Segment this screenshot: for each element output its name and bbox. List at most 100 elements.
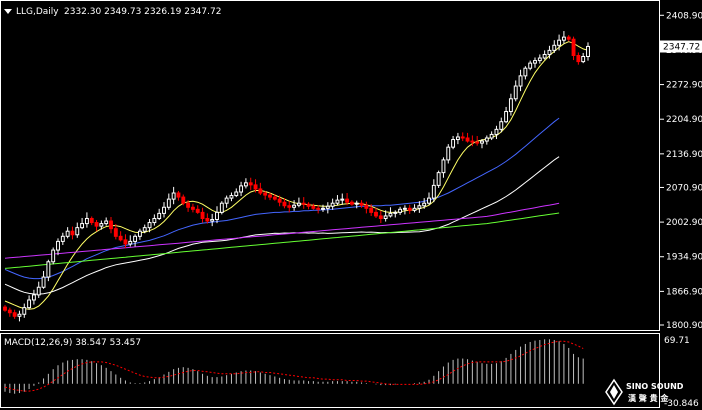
candle-body [65, 230, 70, 237]
candle-body [3, 306, 7, 311]
macd-label: MACD(12,26,9) 38.547 53.457 [4, 338, 141, 348]
candle-body [427, 197, 431, 204]
candle-body [388, 212, 393, 217]
candle-body [7, 309, 12, 314]
candle-body [210, 219, 215, 222]
price-tick-label: 2070.90 [666, 183, 702, 193]
candle-body [296, 202, 301, 206]
candle-body [27, 299, 32, 309]
candle-body [166, 198, 171, 208]
candle-body [12, 312, 17, 317]
candle-body [571, 38, 576, 56]
logo-name: SINO SOUND [626, 382, 684, 391]
candle-body [229, 195, 234, 199]
candle-body [128, 240, 133, 245]
candle-body [118, 235, 123, 241]
candle-body [176, 192, 181, 198]
candle-body [263, 192, 268, 196]
candle-body [349, 201, 354, 205]
candle-body [566, 36, 571, 40]
triangle-down-icon[interactable] [4, 9, 12, 14]
candle-body [104, 220, 109, 225]
candle-body [17, 313, 22, 317]
candle-body [364, 204, 369, 209]
candle-body [561, 36, 566, 41]
candle-body [316, 207, 321, 210]
candle-body [31, 294, 36, 301]
candle-body [407, 207, 412, 211]
candle-body [431, 184, 436, 199]
candle-body [60, 235, 65, 242]
candle-body [412, 207, 417, 211]
candle-body [41, 276, 46, 288]
candle-body [258, 188, 263, 194]
current-price-tag-bg [660, 40, 702, 53]
candle-body [190, 206, 195, 210]
candle-body [94, 222, 99, 227]
candle-body [489, 133, 494, 139]
candle-body [508, 98, 513, 113]
candle-body [513, 85, 518, 100]
current-price-label: 2347.72 [663, 43, 700, 53]
price-tick-label: 2408.90 [666, 11, 702, 21]
candle-body [301, 202, 306, 205]
candle-body [133, 235, 138, 242]
candle-body [234, 191, 239, 197]
price-tick-label: 2272.90 [666, 81, 702, 91]
candle-body [80, 223, 85, 229]
price-tick-label: 1800.90 [666, 321, 702, 331]
candle-body [398, 208, 403, 213]
candle-body [518, 75, 523, 87]
ma-mid-line [4, 117, 560, 280]
candle-body [152, 217, 157, 224]
candle-body [142, 227, 147, 232]
candle-body [465, 137, 470, 142]
candle-body [499, 121, 504, 130]
candle-body [436, 172, 441, 186]
candle-body [253, 184, 258, 190]
diamond-logo-inner-icon [610, 385, 618, 399]
candle-body [460, 136, 465, 139]
candle-body [402, 207, 407, 210]
candle-body [455, 136, 460, 141]
diamond-logo-icon [605, 378, 623, 406]
candle-body [292, 204, 297, 208]
candle-body [200, 211, 205, 219]
candle-body [533, 60, 537, 64]
symbol-label: LLG,Daily [16, 7, 59, 17]
candle-body [109, 220, 113, 230]
candle-body [330, 202, 335, 207]
price-tick-label: 2204.90 [666, 115, 702, 125]
candle-body [215, 211, 219, 221]
price-tick-label: 2002.90 [666, 218, 702, 228]
candle-body [75, 227, 80, 236]
candle-body [383, 215, 388, 219]
current-price-tag: 2347.72 [660, 40, 702, 53]
candle-body [537, 57, 542, 62]
candle-body [113, 228, 118, 237]
candle-body [224, 197, 229, 204]
candle-body [186, 202, 191, 208]
candle-body [528, 62, 533, 69]
logo-sub: 漢 聲 貴 金 [628, 393, 669, 403]
candle-body [354, 202, 359, 205]
candle-body [306, 203, 311, 207]
ma-long2-line [4, 212, 560, 269]
candle-body [46, 261, 51, 278]
macd-panel-frame [0, 333, 660, 408]
candle-body [504, 111, 509, 123]
candle-body [586, 45, 590, 58]
candle-body [287, 205, 292, 208]
macd-tick-label: 69.71 [664, 336, 690, 346]
candle-body [523, 67, 528, 77]
candle-body [470, 140, 475, 143]
candle-body [70, 230, 75, 236]
macd-signal [4, 340, 584, 392]
macd-axis: 69.71 -30.846 [664, 336, 699, 409]
candle-body [195, 208, 200, 213]
candle-body [268, 194, 272, 198]
candle-body [89, 217, 94, 224]
candle-body [552, 44, 557, 51]
candle-body [451, 139, 456, 148]
